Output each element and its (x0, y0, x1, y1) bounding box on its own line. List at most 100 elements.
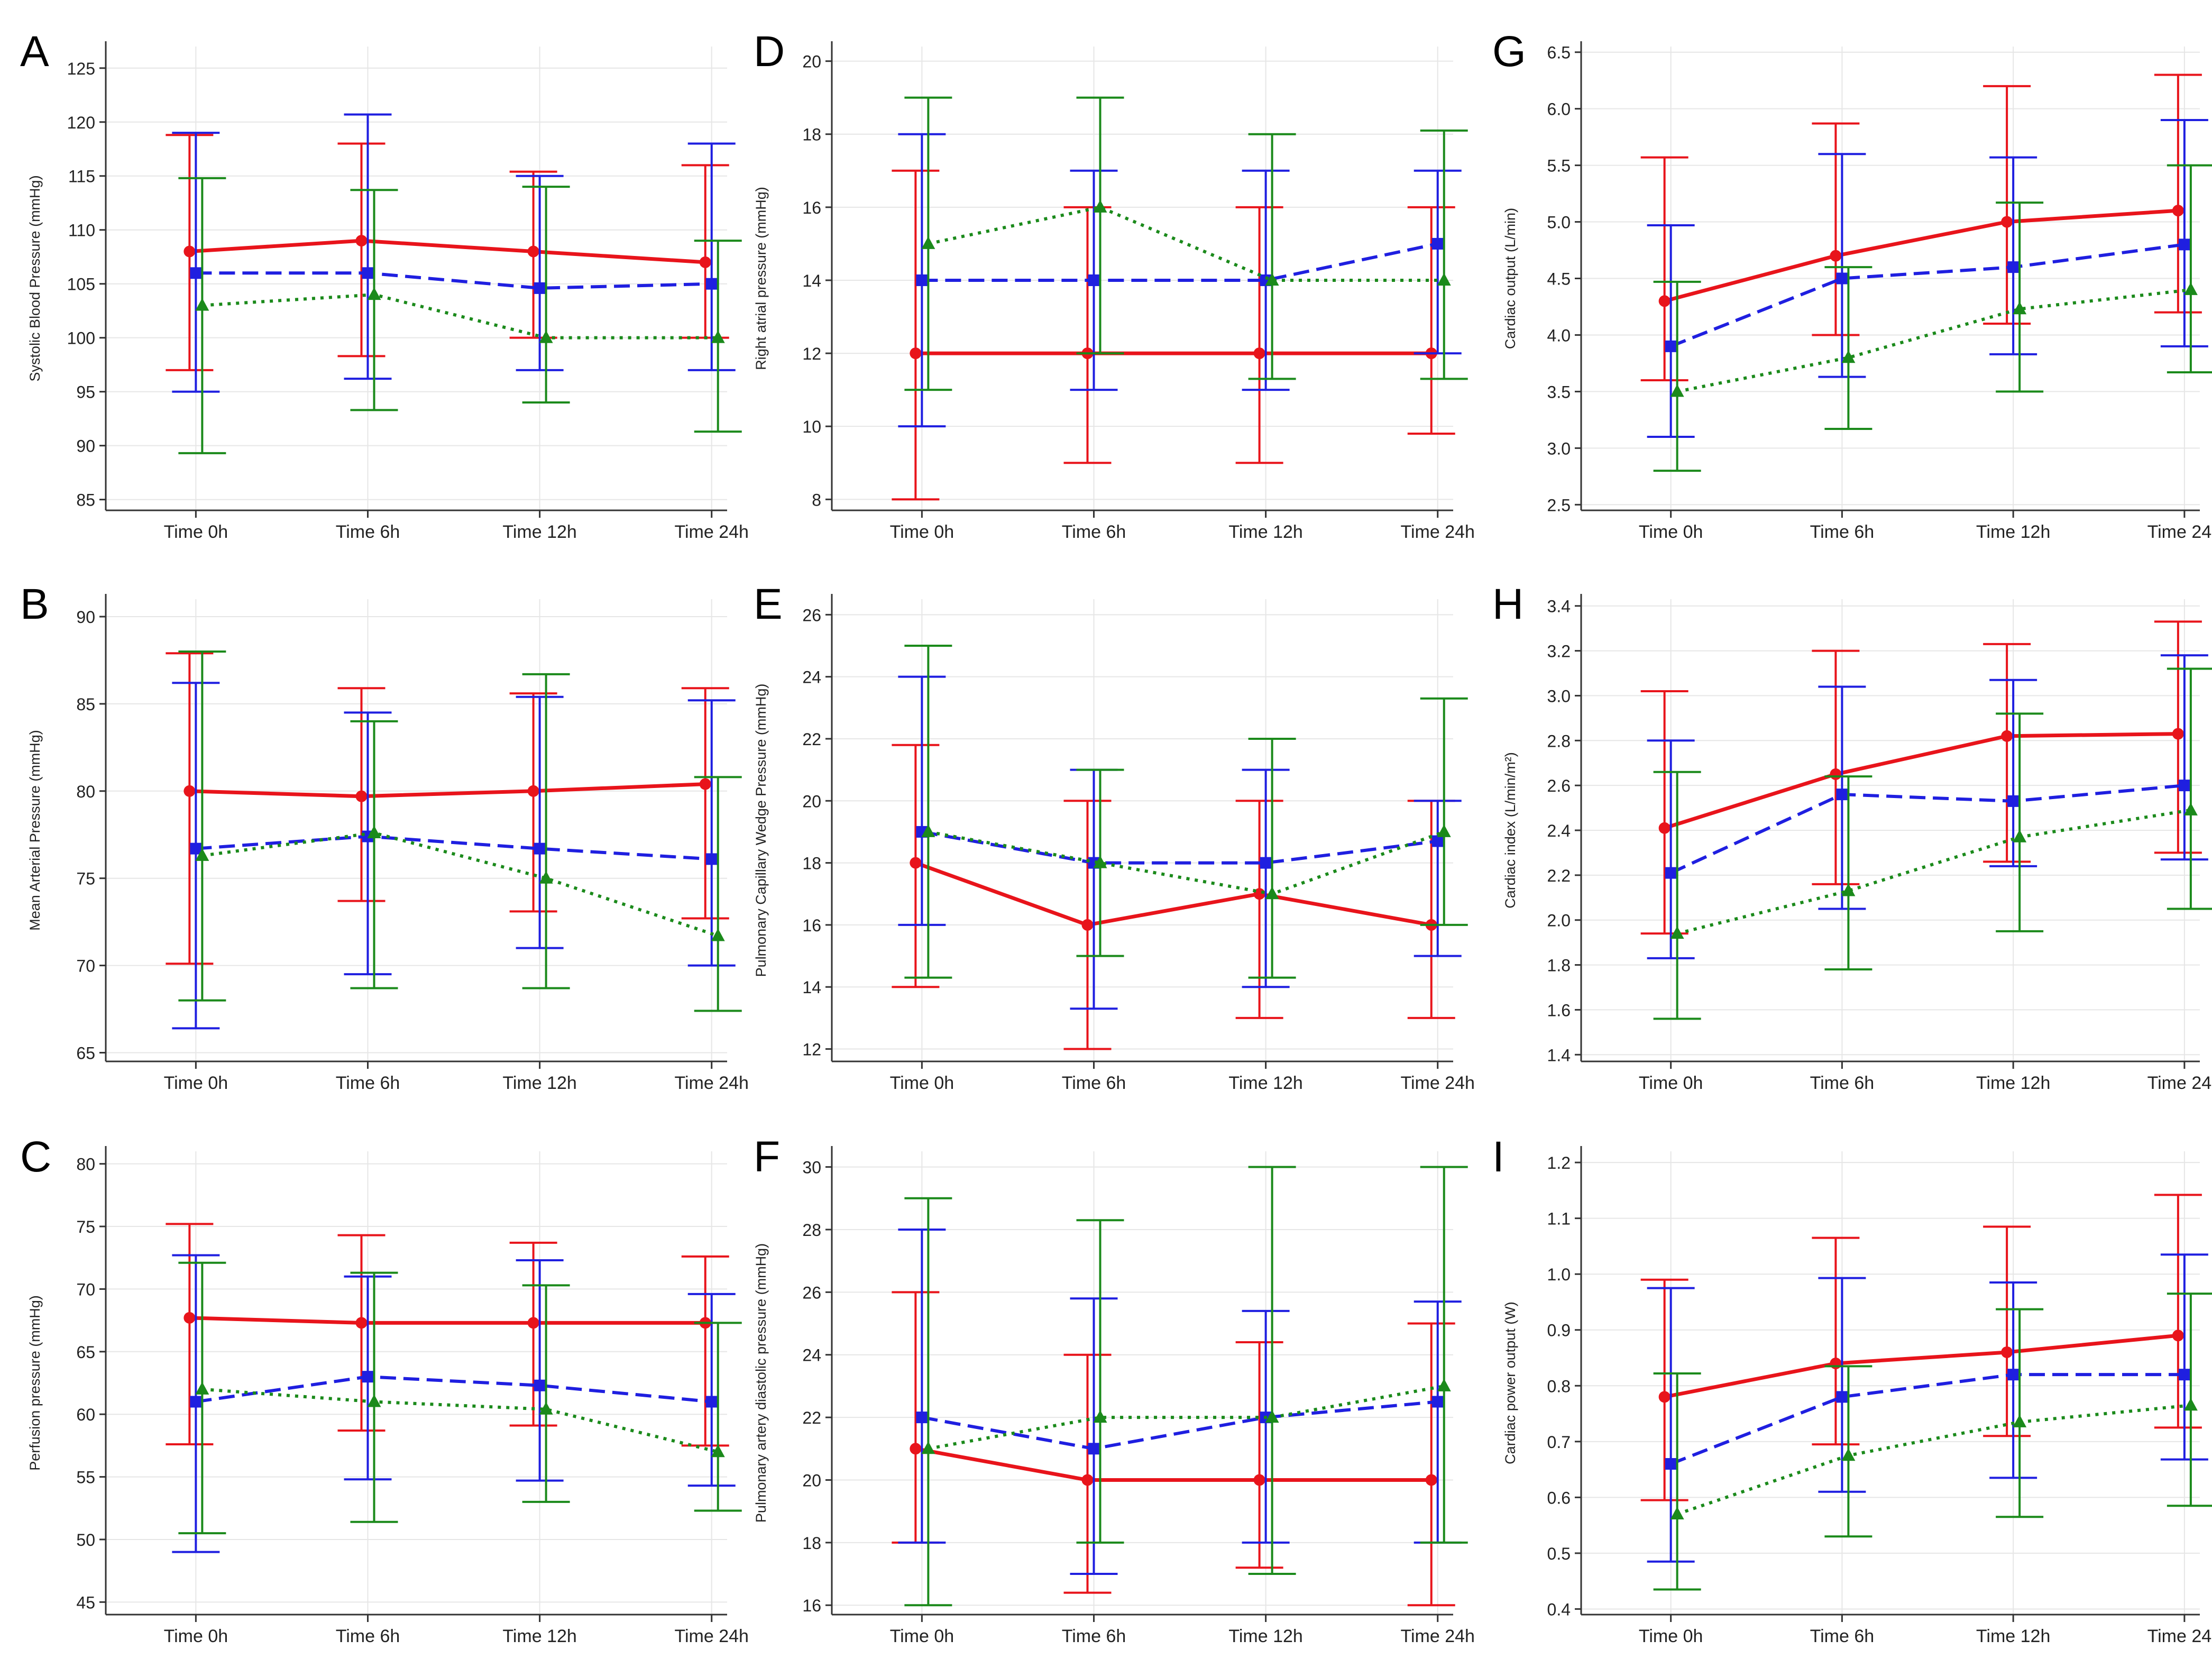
data-point (921, 824, 935, 837)
panel-letter: A (20, 28, 49, 76)
y-tick-label: 85 (76, 491, 95, 510)
y-tick-label: 3.0 (1547, 686, 1571, 705)
data-point (2178, 1369, 2190, 1381)
y-tick-label: 22 (802, 1408, 821, 1427)
y-tick-label: 1.4 (1547, 1046, 1571, 1065)
series-3 (904, 644, 1468, 979)
data-point (1670, 384, 1684, 397)
series-1 (1640, 620, 2202, 935)
data-point (534, 842, 546, 855)
data-point (910, 347, 922, 360)
data-point (2013, 829, 2027, 842)
data-point (921, 236, 935, 249)
x-tick-label: Time 0h (1639, 1626, 1703, 1646)
series-line (921, 830, 1438, 865)
series-line (1676, 1404, 2191, 1516)
series-line (196, 271, 712, 290)
y-tick-label: 95 (76, 383, 95, 402)
y-tick-label: 4.0 (1547, 326, 1571, 345)
series-2 (172, 682, 736, 1030)
y-tick-label: 3.0 (1547, 439, 1571, 458)
data-point (1081, 1474, 1094, 1486)
series-line (189, 782, 705, 799)
data-point (711, 928, 725, 941)
data-point (1431, 237, 1444, 250)
data-point (1425, 1474, 1437, 1486)
y-tick-label: 3.2 (1547, 642, 1571, 661)
series-line (928, 830, 1445, 896)
data-point (539, 330, 553, 343)
y-tick-label: 18 (802, 1534, 821, 1553)
y-tick-label: 2.0 (1547, 911, 1571, 930)
chart-panel-B: B 65 70 75 80 85 90 Time 0h Time 6h Time 12h Time … (20, 580, 749, 1093)
y-tick-label: 55 (76, 1468, 95, 1487)
data-point (1093, 855, 1107, 868)
series-line (1664, 208, 2179, 303)
series-line (202, 293, 718, 340)
series-3 (1653, 1293, 2212, 1591)
y-tick-label: 80 (76, 782, 95, 801)
x-tick-label: Time 0h (890, 522, 954, 542)
data-point (539, 870, 553, 884)
x-tick-label: Time 0h (890, 1626, 954, 1646)
y-axis-title: Pulmonary Capillary Wedge Pressure (mmHg… (753, 684, 769, 977)
y-tick-label: 16 (802, 1596, 821, 1615)
data-point (183, 245, 196, 258)
y-axis-title: Perfusion pressure (mmHg) (27, 1295, 43, 1471)
x-tick-label: Time 6h (336, 522, 400, 542)
y-tick-label: 90 (76, 437, 95, 456)
data-point (1841, 350, 1856, 363)
series-1 (1640, 1194, 2202, 1501)
y-tick-label: 1.2 (1547, 1153, 1571, 1172)
y-tick-label: 12 (802, 344, 821, 363)
data-point (534, 282, 546, 294)
data-point (2007, 795, 2020, 807)
data-point (1081, 919, 1094, 931)
y-tick-label: 75 (76, 869, 95, 888)
data-point (1437, 824, 1451, 837)
data-point (527, 785, 539, 797)
x-tick-label: Time 0h (164, 522, 228, 542)
chart-panel-H: H 1.4 1.6 1.8 2.0 2.2 2.4 2.6 2.8 3.0 3.2 3.4 Time 0… (1492, 580, 2212, 1093)
y-axis-title: Cardiac index (L/min/m²) (1502, 752, 1518, 909)
series-2 (172, 1254, 736, 1553)
y-tick-label: 70 (76, 957, 95, 976)
data-point (2001, 216, 2013, 228)
panel-letter: I (1492, 1133, 1504, 1181)
data-point (921, 1441, 935, 1454)
y-tick-label: 115 (68, 167, 95, 186)
data-point (910, 857, 922, 869)
data-point (2178, 239, 2190, 251)
x-tick-label: Time 24h (2147, 522, 2212, 542)
data-point (367, 825, 381, 838)
y-tick-label: 1.8 (1547, 956, 1571, 975)
y-tick-label: 60 (76, 1405, 95, 1424)
data-point (1265, 272, 1279, 286)
x-tick-label: Time 12h (1976, 1073, 2050, 1093)
y-tick-label: 0.7 (1547, 1433, 1571, 1452)
data-point (2183, 1398, 2198, 1411)
data-point (2007, 261, 2020, 273)
chart-panel-F: F 16 18 20 22 24 26 28 30 Time 0h Time 6h Time 12h T… (753, 1133, 1475, 1646)
data-point (2001, 730, 2013, 742)
x-tick-label: Time 24h (675, 1073, 749, 1093)
data-point (1658, 822, 1671, 834)
data-point (711, 330, 725, 343)
y-tick-label: 1.0 (1547, 1265, 1571, 1284)
y-axis-title: Pulmonary artery diastolic pressure (mmH… (753, 1243, 769, 1523)
data-point (195, 1381, 209, 1395)
y-tick-label: 45 (76, 1593, 95, 1612)
data-point (2013, 301, 2027, 315)
data-point (2013, 1414, 2027, 1427)
data-point (362, 267, 374, 279)
y-tick-label: 0.4 (1547, 1600, 1571, 1619)
data-point (190, 267, 202, 279)
series-1 (166, 652, 729, 965)
y-axis-title: Cardiac output (L/min) (1502, 208, 1518, 349)
data-point (1265, 1410, 1279, 1423)
series-1 (892, 1291, 1455, 1607)
y-tick-label: 120 (67, 113, 95, 132)
data-point (190, 842, 202, 855)
y-tick-label: 2.2 (1547, 866, 1571, 885)
series-line (189, 239, 705, 264)
